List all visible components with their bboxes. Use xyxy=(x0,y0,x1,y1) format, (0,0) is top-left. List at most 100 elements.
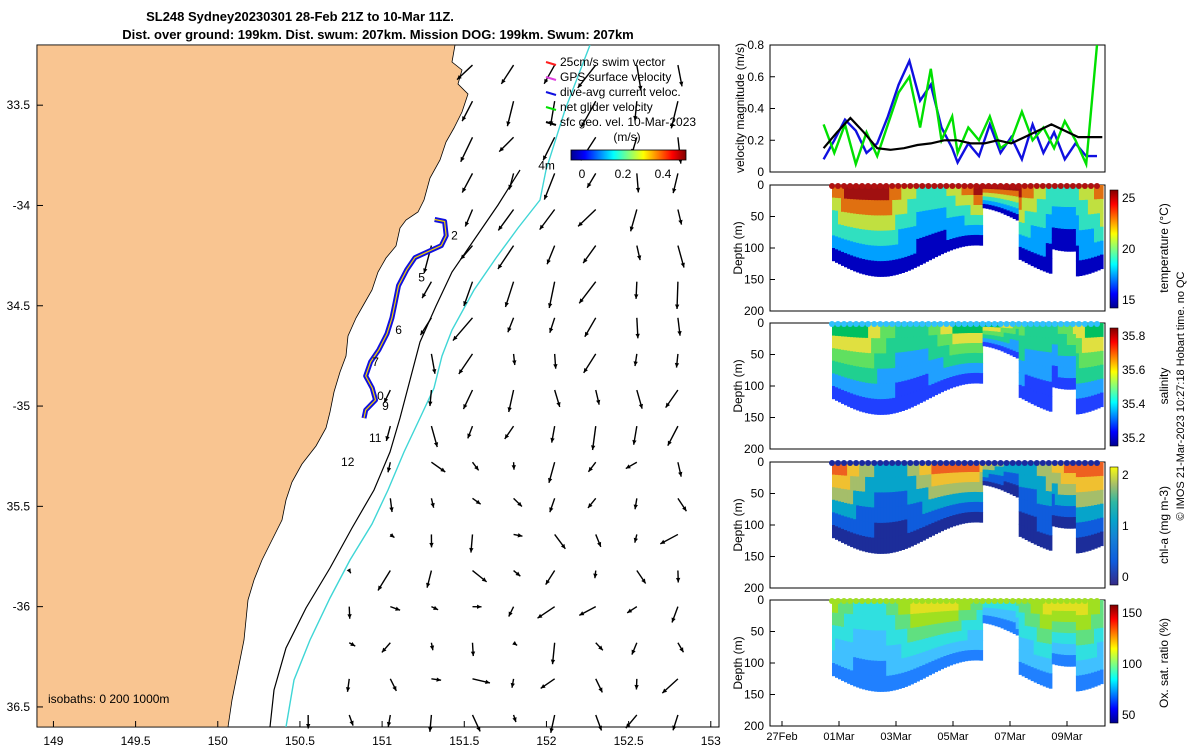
section-cell xyxy=(1027,336,1032,350)
section-cell xyxy=(964,333,969,344)
section-cell xyxy=(931,612,935,625)
section-cell xyxy=(922,387,926,402)
section-cell xyxy=(847,613,851,629)
section-cell xyxy=(904,643,908,659)
section-cell xyxy=(922,185,926,199)
section-cell xyxy=(874,600,878,616)
section-cell xyxy=(1039,393,1044,409)
section-cell xyxy=(1051,653,1056,665)
section-cell xyxy=(982,477,987,482)
section-cell xyxy=(1036,613,1041,629)
section-cell xyxy=(901,199,905,215)
section-cell xyxy=(1087,337,1092,353)
surface-point xyxy=(961,321,968,327)
section-cell xyxy=(874,230,878,247)
section-cell xyxy=(1015,214,1020,221)
section-cell xyxy=(862,644,866,660)
section-cell xyxy=(847,462,851,477)
section-cell xyxy=(1087,491,1092,507)
section-cell xyxy=(940,507,944,520)
map-ytick-label: 36.5 xyxy=(7,700,31,714)
section-cell xyxy=(883,660,887,677)
section-cell xyxy=(1012,196,1017,203)
section-cell xyxy=(1027,600,1032,614)
section-cell xyxy=(919,349,923,364)
section-cell xyxy=(913,350,917,365)
section-cell xyxy=(1100,364,1104,380)
section-colorbar-tick: 35.8 xyxy=(1122,329,1146,343)
section-cell xyxy=(865,600,869,616)
section-cell xyxy=(1078,645,1083,661)
section-cell xyxy=(889,215,893,231)
section-cell xyxy=(1039,365,1044,381)
section-cell xyxy=(862,367,866,383)
section-cell xyxy=(1087,367,1092,383)
section-cell xyxy=(1006,467,1011,473)
section-cell xyxy=(1094,256,1098,272)
section-cell xyxy=(1057,494,1062,507)
section-cell xyxy=(1039,323,1044,338)
section-cell xyxy=(913,600,917,615)
section-cell xyxy=(838,250,842,265)
section-cell xyxy=(985,196,990,202)
surface-point xyxy=(1057,321,1064,327)
section-ytick-label: 50 xyxy=(751,487,765,501)
section-cell xyxy=(1097,614,1101,629)
section-cell xyxy=(943,196,947,208)
section-cell xyxy=(1081,659,1086,676)
section-cell xyxy=(955,333,960,345)
surface-point xyxy=(973,183,980,189)
section-cell xyxy=(1027,527,1032,542)
section-cell xyxy=(883,630,887,647)
section-ytick-label: 150 xyxy=(744,411,764,425)
velocity-arrowhead xyxy=(638,85,643,91)
section-cell xyxy=(892,185,896,201)
section-cell xyxy=(949,462,953,474)
section-cell xyxy=(1027,652,1032,667)
section-cell xyxy=(1048,367,1053,383)
section-cell xyxy=(988,334,993,340)
section-cell xyxy=(901,658,905,674)
velocity-arrowhead xyxy=(426,582,431,588)
section-cell xyxy=(868,185,872,201)
section-cell xyxy=(853,504,857,520)
section-cell xyxy=(898,506,902,522)
section-cell xyxy=(1012,339,1017,346)
section-cell xyxy=(1066,323,1071,335)
section-cell xyxy=(1066,484,1071,496)
section-cell xyxy=(1015,196,1020,203)
section-cell xyxy=(877,676,881,692)
section-colorbar-label: temperature (°C) xyxy=(1157,203,1171,293)
section-cell xyxy=(937,508,941,521)
legend-marker xyxy=(545,106,557,111)
section-cell xyxy=(955,620,960,632)
section-cell xyxy=(1072,218,1077,230)
section-cell xyxy=(988,619,993,625)
section-cell xyxy=(865,229,869,246)
map-annotation: 11 xyxy=(369,431,382,445)
section-cell xyxy=(841,653,845,668)
map-ytick-label: -35 xyxy=(13,399,31,413)
section-cell xyxy=(961,651,966,662)
section-cell xyxy=(1075,215,1080,231)
section-cell xyxy=(967,472,972,483)
section-cell xyxy=(1054,483,1059,495)
section-cell xyxy=(1009,616,1014,622)
section-cell xyxy=(844,502,848,518)
section-cell xyxy=(877,630,881,647)
section-cell xyxy=(946,600,950,612)
section-cell xyxy=(949,654,953,666)
section-cell xyxy=(1091,658,1095,674)
section-cell xyxy=(931,209,935,223)
section-cell xyxy=(949,323,953,335)
section-cell xyxy=(1045,243,1050,259)
section-cell xyxy=(952,493,956,505)
section-cell xyxy=(958,226,963,238)
section-cell xyxy=(979,502,984,513)
section-cell xyxy=(979,640,984,651)
section-cell xyxy=(916,238,920,253)
section-cell xyxy=(1030,211,1035,226)
section-cell xyxy=(964,225,969,237)
section-cell xyxy=(838,600,842,614)
section-cell xyxy=(955,472,960,484)
